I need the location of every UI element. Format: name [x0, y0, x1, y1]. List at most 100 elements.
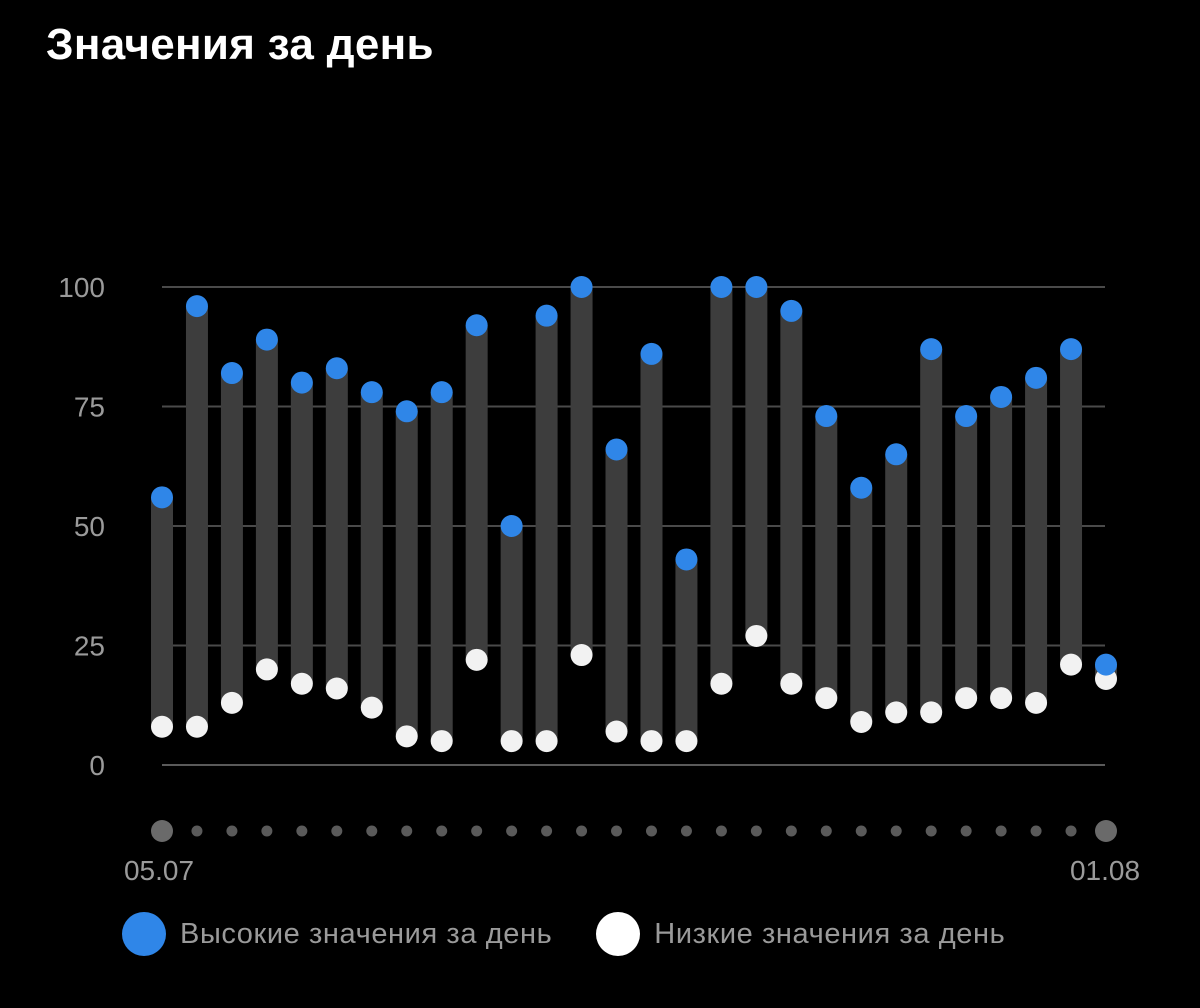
- range-bar: [570, 287, 593, 656]
- x-axis-day-dot: [680, 825, 692, 837]
- range-bar: [675, 559, 698, 742]
- high-value-point: [885, 443, 908, 466]
- low-value-point: [500, 730, 523, 753]
- range-bar: [290, 382, 313, 684]
- range-bar: [151, 497, 173, 727]
- x-axis-day-dot: [541, 825, 553, 837]
- high-value-point: [1095, 653, 1117, 676]
- low-value-point: [465, 648, 488, 671]
- high-value-point: [570, 276, 593, 298]
- range-bar: [500, 526, 523, 742]
- x-axis-day-dot: [506, 825, 518, 837]
- range-bar: [220, 373, 243, 703]
- range-bar: [920, 349, 943, 713]
- high-value-point: [1025, 366, 1048, 389]
- x-axis-day-dot: [611, 825, 623, 837]
- low-value-point: [570, 644, 593, 667]
- low-value-point: [640, 730, 663, 753]
- legend-high-label: Высокие значения за день: [180, 917, 553, 950]
- high-value-point: [430, 381, 453, 404]
- range-bar: [850, 487, 873, 722]
- low-value-point: [885, 701, 908, 724]
- legend-item-high: Высокие значения за день: [122, 912, 552, 956]
- legend-low-label: Низкие значения за день: [654, 917, 1006, 950]
- x-axis-day-dot: [995, 825, 1007, 837]
- x-axis-day-dot: [925, 825, 937, 837]
- high-value-point: [920, 338, 943, 361]
- x-axis-day-dot: [820, 825, 832, 837]
- x-axis-day-dot: [191, 825, 203, 837]
- low-value-point: [220, 691, 243, 714]
- high-value-point: [1060, 338, 1083, 361]
- x-axis-day-dot: [1030, 825, 1042, 837]
- high-value-point: [675, 548, 698, 571]
- high-value-point: [605, 438, 628, 461]
- low-value-point: [605, 720, 628, 743]
- y-tick-label: 0: [89, 750, 105, 781]
- x-start-label: 05.07: [124, 855, 194, 886]
- low-value-point: [430, 730, 453, 753]
- high-value-point: [815, 405, 838, 428]
- legend: Высокие значения за день Низкие значения…: [122, 912, 1049, 956]
- low-value-point: [745, 624, 768, 647]
- x-axis-day-dot: [226, 825, 238, 837]
- range-bar: [990, 396, 1013, 699]
- low-value-point: [955, 687, 978, 710]
- low-value-point: [920, 701, 943, 724]
- range-bar: [710, 287, 733, 684]
- high-value-point: [745, 276, 768, 298]
- x-axis-day-dot: [401, 825, 413, 837]
- high-value-point: [395, 400, 418, 423]
- high-value-point: [850, 476, 873, 499]
- range-bar: [325, 368, 348, 689]
- low-value-point: [325, 677, 348, 700]
- low-value-point: [1025, 691, 1048, 714]
- high-value-point: [955, 405, 978, 428]
- range-bar: [255, 339, 278, 670]
- range-bar: [815, 416, 838, 699]
- y-tick-label: 25: [74, 631, 105, 662]
- low-value-point: [675, 730, 698, 753]
- legend-high-marker: [122, 912, 166, 956]
- range-bar: [780, 310, 803, 684]
- range-bar: [360, 392, 383, 708]
- x-axis-day-dot: [366, 825, 378, 837]
- y-tick-label: 50: [74, 511, 105, 542]
- range-bar: [605, 449, 628, 732]
- x-axis-day-dot: [645, 825, 657, 837]
- high-value-point: [640, 342, 663, 365]
- range-bar: [535, 315, 558, 742]
- legend-low-marker: [596, 912, 641, 956]
- low-value-point: [535, 730, 558, 753]
- range-bar: [465, 325, 488, 660]
- high-value-point: [535, 304, 558, 327]
- range-bar: [430, 392, 453, 742]
- low-value-point: [780, 672, 803, 695]
- high-value-point: [710, 276, 733, 298]
- high-value-point: [220, 362, 243, 385]
- low-value-point: [710, 672, 733, 695]
- x-axis-day-dot: [296, 825, 308, 837]
- high-value-point: [465, 314, 488, 337]
- low-value-point: [395, 725, 418, 748]
- x-axis-day-dot: [471, 825, 483, 837]
- x-axis-day-dot: [261, 825, 273, 837]
- range-bar: [640, 353, 663, 742]
- x-axis-day-dot: [890, 825, 902, 837]
- x-axis-day-dot: [785, 825, 797, 837]
- x-axis-end-marker: [1095, 820, 1117, 842]
- low-value-point: [1060, 653, 1083, 676]
- y-tick-label: 75: [74, 392, 105, 423]
- range-bar: [745, 287, 768, 636]
- low-value-point: [850, 710, 873, 733]
- low-value-point: [151, 715, 173, 738]
- range-bar: [1060, 349, 1083, 665]
- x-axis-day-dot: [331, 825, 343, 837]
- high-value-point: [255, 328, 278, 351]
- range-bar: [395, 411, 418, 737]
- high-value-point: [990, 385, 1013, 408]
- x-end-label: 01.08: [1070, 855, 1140, 886]
- high-value-point: [151, 486, 173, 509]
